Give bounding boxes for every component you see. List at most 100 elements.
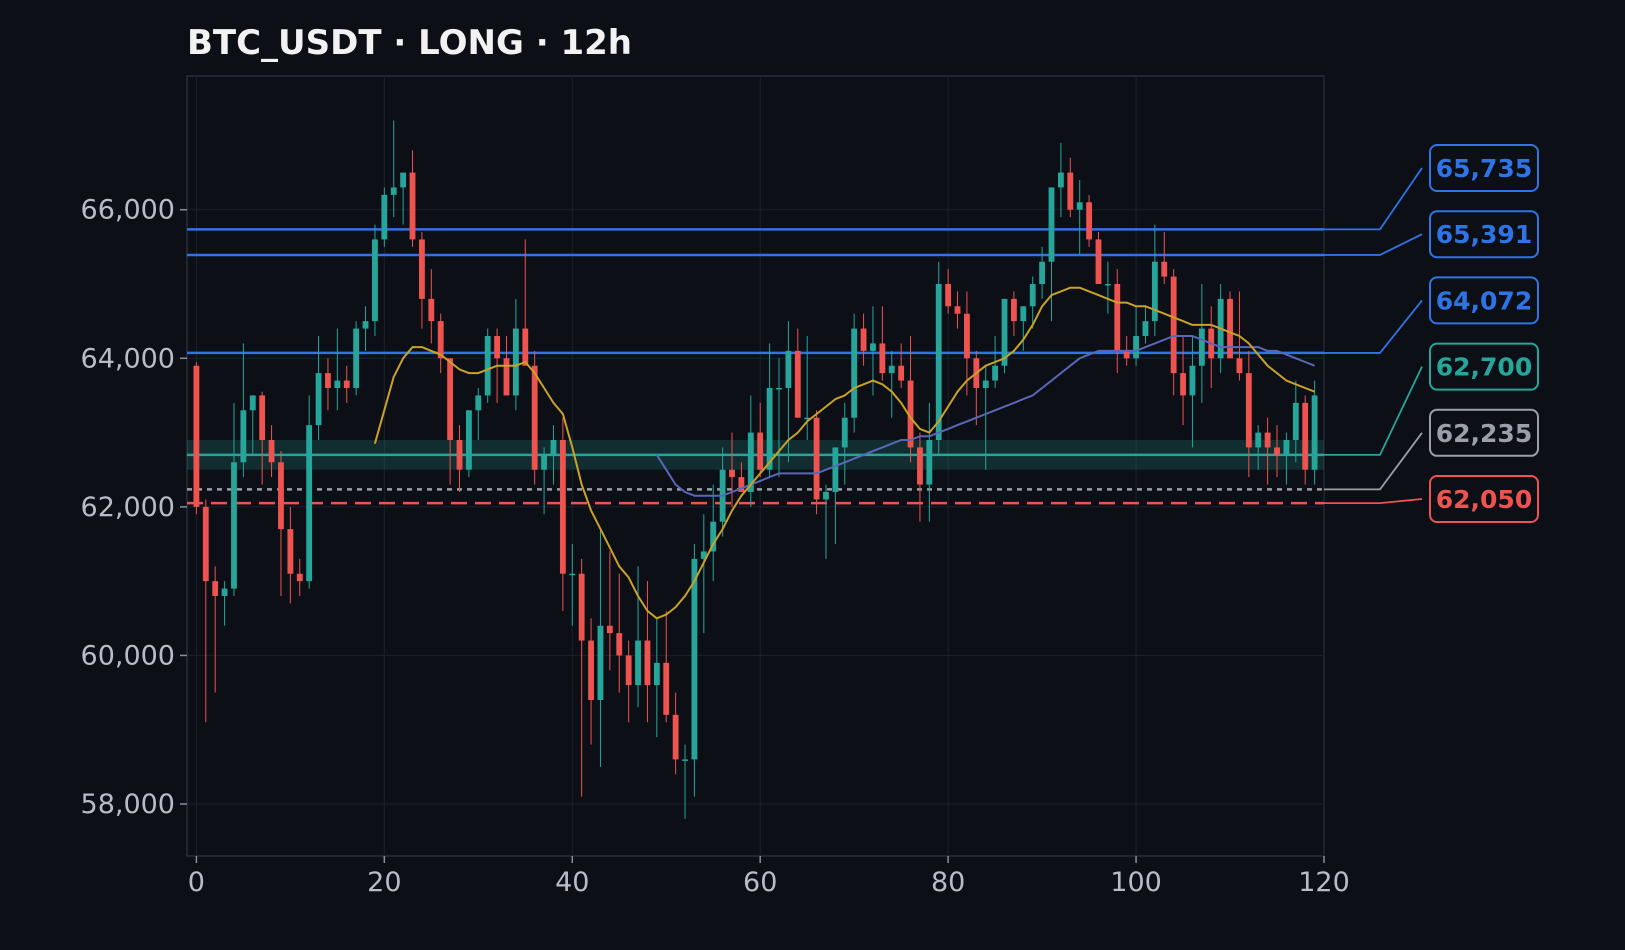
candle-body — [851, 328, 858, 418]
candle-body — [409, 172, 416, 240]
x-tick-label: 20 — [367, 867, 401, 898]
level-connector — [1324, 299, 1423, 354]
x-tick-label: 40 — [555, 867, 589, 898]
candle-body — [606, 625, 613, 634]
candle-body — [221, 588, 228, 596]
candle-body — [860, 328, 867, 351]
candle-body — [917, 447, 923, 485]
x-tick-label: 0 — [188, 867, 205, 898]
candle-body — [1255, 432, 1262, 448]
candle-body — [353, 328, 360, 388]
candle-body — [945, 284, 952, 307]
candle-body — [682, 759, 688, 761]
candle-body — [794, 350, 801, 418]
candle-body — [287, 529, 294, 574]
level-badge-label: 65,391 — [1436, 220, 1532, 249]
candle-body — [1189, 365, 1196, 396]
candle-body — [1133, 336, 1139, 359]
candle-body — [1227, 298, 1233, 359]
candle-body — [870, 343, 876, 351]
candle-body — [700, 551, 707, 559]
candle-body — [315, 373, 322, 426]
candle-body — [982, 380, 989, 388]
candle-body — [588, 640, 594, 700]
y-tick-label: 66,000 — [81, 195, 175, 226]
candle-body — [738, 477, 745, 492]
x-tick-label: 120 — [1298, 867, 1350, 898]
candle-body — [249, 395, 256, 411]
candle-body — [484, 336, 491, 396]
candle-body — [710, 521, 717, 552]
candle-body — [465, 410, 472, 470]
candle-body — [372, 239, 378, 322]
level-badge-label: 65,735 — [1436, 154, 1532, 183]
candle-body — [334, 380, 341, 388]
candle-body — [1180, 373, 1186, 396]
candle-body — [212, 581, 219, 596]
y-tick-label: 58,000 — [81, 789, 175, 820]
candle-body — [1114, 284, 1121, 351]
candle-body — [1236, 358, 1243, 374]
candle-body — [757, 432, 764, 470]
candle-body — [1104, 284, 1111, 286]
candle-body — [832, 447, 839, 492]
candle-body — [879, 343, 886, 374]
candle-body — [1010, 298, 1017, 322]
moving-average-fast — [373, 286, 1315, 620]
candle-body — [1048, 187, 1055, 262]
candle-body — [1039, 261, 1046, 284]
level-badge — [1429, 276, 1539, 325]
candle-body — [635, 640, 641, 686]
candle-body — [202, 506, 209, 582]
candle-body — [1001, 298, 1008, 366]
candle-body — [278, 462, 284, 530]
candle-body — [578, 573, 585, 641]
x-tick-label: 80 — [931, 867, 965, 898]
candle-body — [804, 417, 811, 420]
candle-body — [1161, 261, 1168, 277]
candle-body — [1302, 402, 1309, 470]
candle-body — [964, 313, 970, 359]
candle-body — [362, 321, 369, 329]
level-connector — [1324, 498, 1423, 505]
candle-body — [381, 194, 388, 240]
candle-body — [597, 625, 604, 700]
candle-body — [625, 655, 632, 686]
level-badge — [1429, 342, 1539, 391]
candle-body — [343, 380, 350, 388]
candle-body — [644, 640, 651, 686]
candle-body — [888, 365, 895, 374]
candle-body — [512, 328, 519, 396]
candle-body — [428, 298, 435, 322]
candle-body — [456, 440, 463, 470]
level-badge-label: 62,050 — [1436, 485, 1532, 514]
x-tick-label: 60 — [743, 867, 777, 898]
y-tick-label: 62,000 — [81, 492, 175, 523]
candle-body — [296, 573, 303, 582]
candle-body — [1311, 395, 1318, 470]
candle-body — [1095, 239, 1102, 284]
candle-body — [231, 462, 237, 589]
candle-body — [1198, 328, 1205, 366]
candle-body — [325, 373, 331, 388]
candle-body — [400, 172, 407, 188]
candle-body — [193, 365, 200, 507]
candle-body — [935, 284, 942, 440]
candle-body — [1151, 261, 1158, 322]
candle-body — [1057, 172, 1064, 188]
candle-body — [926, 440, 933, 485]
candle-body — [898, 365, 905, 381]
candle-body — [437, 321, 444, 359]
level-connector — [1324, 366, 1423, 456]
candle-body — [1170, 276, 1177, 374]
candle-body — [776, 388, 782, 390]
level-connector — [1324, 233, 1423, 256]
candle-body — [1076, 202, 1083, 210]
candle-body — [1123, 350, 1130, 359]
level-connector — [1324, 167, 1423, 231]
candle-body — [691, 558, 698, 760]
candle-body — [1245, 373, 1252, 448]
candle-body — [766, 388, 773, 470]
plot-frame — [186, 75, 1325, 857]
